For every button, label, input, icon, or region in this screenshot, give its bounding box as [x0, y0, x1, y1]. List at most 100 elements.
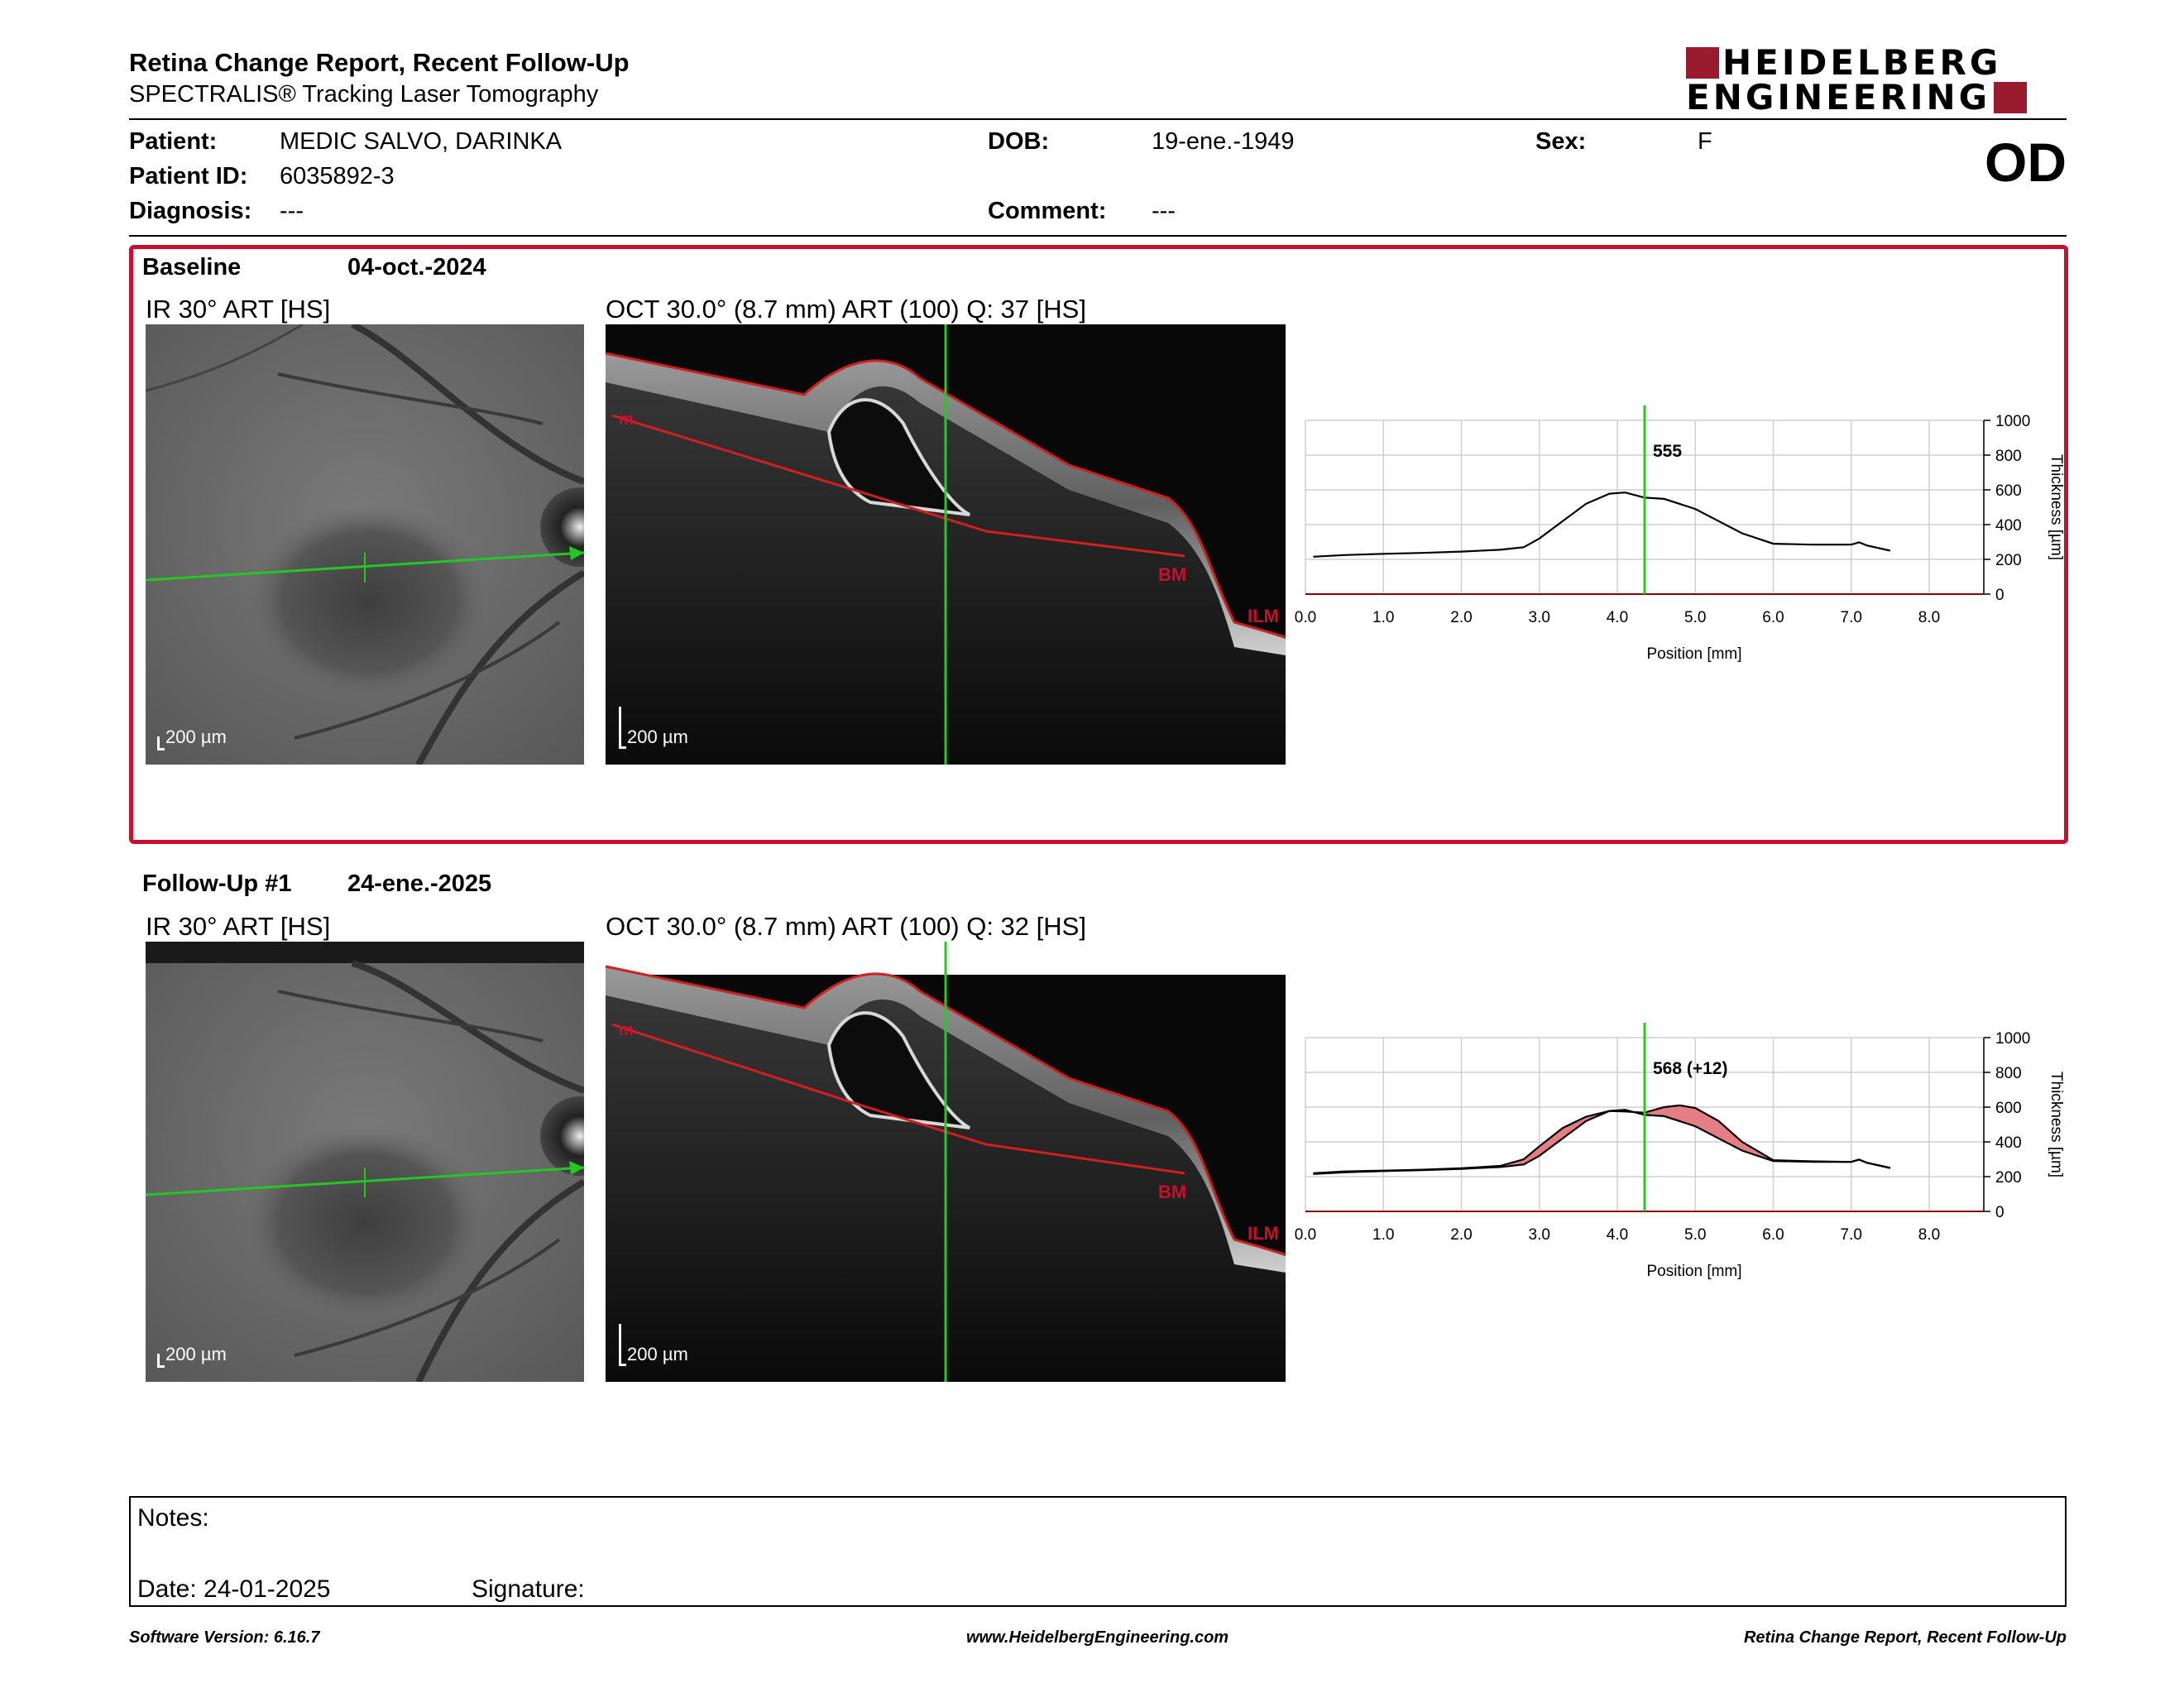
logo-square-icon: [1686, 47, 1719, 79]
dob-label: DOB:: [988, 128, 1050, 155]
date-label: Date: 24-01-2025: [137, 1575, 331, 1603]
x-axis-label: Position [mm]: [1646, 1263, 1741, 1280]
followup-date: 24-ene.-2025: [347, 870, 492, 897]
followup-ir-scalebar: [157, 1354, 165, 1368]
baseline-oct-title: OCT 30.0° (8.7 mm) ART (100) Q: 37 [HS]: [606, 295, 1086, 324]
logo-line-2: ENGINEERING: [1686, 77, 1991, 117]
y-tick-label: 0: [1995, 587, 2004, 604]
y-tick-label: 600: [1995, 1100, 2022, 1117]
cursor-value-label: 568 (+12): [1653, 1059, 1727, 1078]
followup-oct-image[interactable]: m BM ILM 200 µm: [606, 942, 1286, 1382]
baseline-thickness-chart: 0.0 1.0 2.0 3.0 4.0 5.0 6.0 7.0 8.0 0 200 400 600 800…: [1295, 405, 2065, 663]
x-tick-label: 7.0: [1841, 609, 1862, 626]
y-tick-label: 600: [1995, 482, 2022, 500]
footer-website-link[interactable]: www.HeidelbergEngineering.com: [966, 1628, 1229, 1647]
x-tick-label: 8.0: [1918, 609, 1940, 626]
x-tick-label: 1.0: [1372, 1226, 1394, 1244]
baseline-date: 04-oct.-2024: [347, 254, 486, 281]
x-tick-label: 7.0: [1841, 1226, 1862, 1244]
y-tick-label: 800: [1995, 448, 2022, 465]
followup-thickness-chart: 0.0 1.0 2.0 3.0 4.0 5.0 6.0 7.0 8.0 0 200 400 600 800…: [1295, 1023, 2065, 1280]
x-tick-label: 2.0: [1450, 1226, 1472, 1244]
patient-divider: [129, 235, 2067, 237]
footer-software-version: Software Version: 6.16.7: [129, 1628, 320, 1647]
x-axis-label: Position [mm]: [1646, 645, 1741, 663]
x-tick-label: 0.0: [1295, 1226, 1316, 1244]
baseline-layer-label-top: m: [619, 410, 634, 429]
x-tick-label: 1.0: [1372, 609, 1394, 626]
followup-oct-scale: 200 µm: [627, 1344, 688, 1364]
diagnosis-label: Diagnosis:: [129, 198, 252, 224]
followup-ir-title: IR 30° ART [HS]: [146, 912, 331, 941]
x-tick-label: 3.0: [1529, 609, 1550, 626]
followup-oct-graphic: [606, 942, 1286, 1382]
followup-oct-scalebar: [619, 1324, 626, 1366]
dob-value: 19-ene.-1949: [1152, 128, 1295, 155]
followup-label: Follow-Up #1: [142, 870, 292, 897]
x-tick-label: 4.0: [1607, 609, 1628, 626]
x-tick-label: 5.0: [1684, 609, 1706, 626]
diagnosis-value: ---: [280, 198, 304, 224]
logo-line-1: HEIDELBERG: [1722, 42, 2002, 83]
report-subtitle: SPECTRALIS® Tracking Laser Tomography: [129, 81, 599, 108]
baseline-layer-label-ilm: ILM: [1248, 606, 1279, 626]
followup-ir-scale: 200 µm: [165, 1344, 227, 1364]
followup-layer-label-ilm: ILM: [1248, 1223, 1279, 1244]
comment-value: ---: [1152, 198, 1176, 224]
y-tick-label: 400: [1995, 1134, 2022, 1152]
y-tick-label: 200: [1995, 552, 2022, 569]
notes-box[interactable]: Notes: Date: 24-01-2025 Signature:: [129, 1496, 2067, 1607]
patient-id-value: 6035892-3: [280, 163, 395, 189]
y-tick-label: 0: [1995, 1204, 2004, 1221]
baseline-ir-scalebar: [157, 736, 165, 750]
followup-ir-image[interactable]: 200 µm: [146, 942, 584, 1382]
logo-square-icon: [1994, 82, 2028, 113]
comment-label: Comment:: [988, 198, 1107, 224]
followup-oct-title: OCT 30.0° (8.7 mm) ART (100) Q: 32 [HS]: [606, 912, 1086, 941]
baseline-oct-scale: 200 µm: [627, 727, 688, 747]
x-tick-label: 0.0: [1295, 609, 1316, 626]
followup-layer-label-top: m: [619, 1021, 634, 1039]
header-divider: [129, 118, 2067, 120]
report-title: Retina Change Report, Recent Follow-Up: [129, 48, 630, 77]
baseline-frame: [129, 245, 2068, 844]
y-tick-label: 800: [1995, 1065, 2022, 1082]
thickness-difference-area: [1508, 1105, 1781, 1167]
baseline-oct-image[interactable]: m BM ILM 200 µm: [606, 324, 1286, 765]
baseline-oct-graphic: [606, 324, 1286, 765]
x-tick-label: 3.0: [1529, 1226, 1550, 1244]
baseline-layer-label-bm: BM: [1158, 564, 1187, 585]
thickness-line-followup: [1313, 1104, 1891, 1174]
y-tick-label: 400: [1995, 517, 2022, 535]
y-tick-label: 200: [1995, 1169, 2022, 1187]
footer-report-name: Retina Change Report, Recent Follow-Up: [1743, 1628, 2067, 1647]
y-tick-label: 1000: [1995, 413, 2030, 430]
y-tick-label: 1000: [1995, 1030, 2030, 1048]
x-tick-label: 6.0: [1762, 1226, 1784, 1244]
baseline-label: Baseline: [142, 254, 242, 281]
x-tick-label: 8.0: [1918, 1226, 1940, 1244]
baseline-ir-image[interactable]: 200 µm: [146, 324, 584, 765]
thickness-line-baseline: [1313, 492, 1891, 558]
x-tick-label: 5.0: [1684, 1226, 1706, 1244]
x-tick-label: 4.0: [1607, 1226, 1628, 1244]
followup-fundus-graphic: [146, 942, 584, 1382]
cursor-value-label: 555: [1653, 442, 1682, 461]
x-tick-label: 2.0: [1450, 609, 1472, 626]
sex-value: F: [1698, 128, 1712, 155]
patient-name: MEDIC SALVO, DARINKA: [280, 128, 563, 155]
patient-label: Patient:: [129, 128, 218, 155]
baseline-ir-scale: 200 µm: [165, 727, 227, 747]
y-axis-label: Thickness [µm]: [2048, 454, 2065, 560]
notes-label: Notes:: [137, 1504, 209, 1532]
patient-id-label: Patient ID:: [129, 163, 248, 189]
x-tick-label: 6.0: [1762, 609, 1784, 626]
y-axis-label: Thickness [µm]: [2048, 1072, 2065, 1177]
baseline-ir-title: IR 30° ART [HS]: [146, 295, 331, 324]
baseline-oct-scalebar: [619, 707, 626, 749]
followup-layer-label-bm: BM: [1158, 1182, 1187, 1202]
eye-indicator: OD: [1985, 132, 2067, 193]
signature-label: Signature:: [472, 1575, 585, 1603]
baseline-fundus-graphic: [146, 324, 584, 765]
sex-label: Sex:: [1535, 128, 1587, 155]
